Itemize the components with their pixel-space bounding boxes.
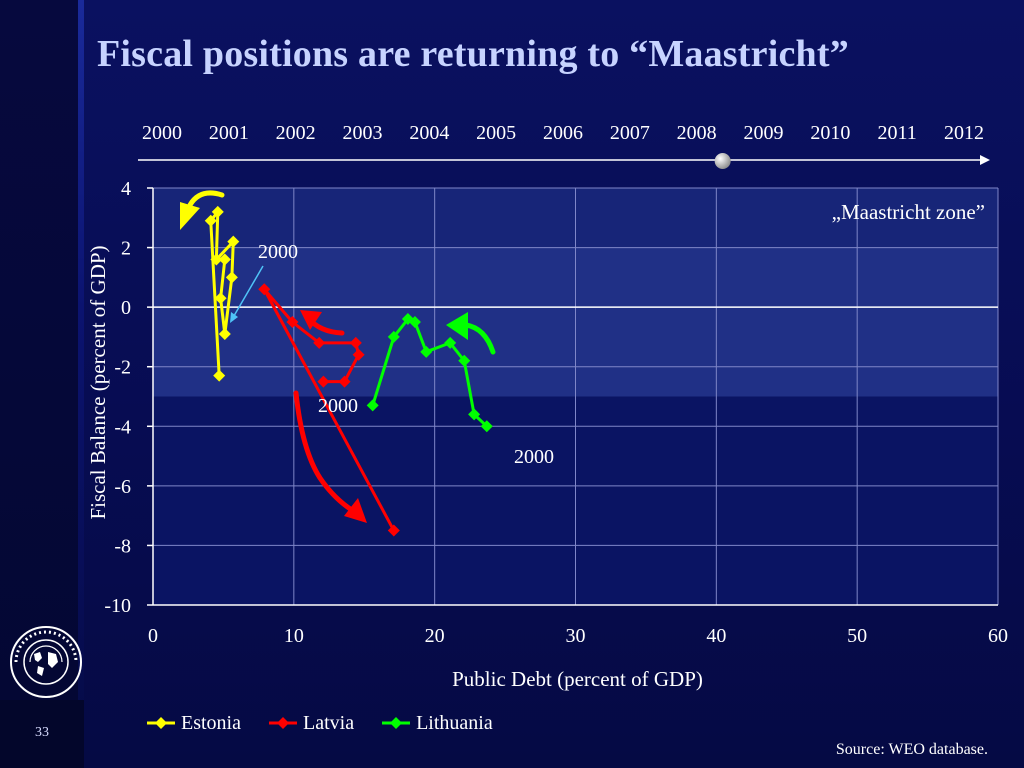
source-note: Source: WEO database. bbox=[835, 741, 988, 758]
y-tick-label: 2 bbox=[121, 238, 131, 260]
slide-title: Fiscal positions are returning to “Maast… bbox=[97, 33, 849, 75]
page-number: 33 bbox=[0, 700, 84, 768]
y-tick-label: -8 bbox=[114, 535, 131, 557]
latvia-down-arrow-icon-head bbox=[344, 498, 367, 523]
y-tick-label: -10 bbox=[104, 595, 131, 617]
legend: Estonia Latvia Lithuania bbox=[145, 710, 493, 736]
timeline-year-label: 2001 bbox=[209, 122, 249, 144]
timeline-year-label: 2010 bbox=[810, 122, 850, 144]
x-tick-label: 40 bbox=[706, 625, 726, 647]
timeline-year-label: 2012 bbox=[944, 122, 984, 144]
imf-logo-icon bbox=[10, 626, 82, 698]
legend-label: Lithuania bbox=[416, 711, 493, 734]
timeline-marker bbox=[714, 153, 731, 169]
lithuania-point bbox=[408, 316, 421, 329]
latvia-point bbox=[258, 283, 271, 296]
latvia-point bbox=[349, 336, 362, 349]
estonia-point bbox=[211, 205, 224, 218]
annotation-leader-head bbox=[230, 312, 238, 323]
estonia-arrow-icon bbox=[187, 190, 225, 208]
lithuania-point bbox=[468, 408, 481, 421]
timeline-year-label: 2007 bbox=[610, 122, 650, 144]
x-tick-label: 30 bbox=[566, 625, 586, 647]
legend-marker bbox=[390, 717, 403, 729]
timeline-year-label: 2009 bbox=[744, 122, 784, 144]
timeline-year-label: 2004 bbox=[409, 122, 449, 144]
x-axis-title: Public Debt (percent of GDP) bbox=[452, 667, 703, 691]
estonia-point bbox=[227, 235, 240, 248]
lithuania-arrow-icon-head bbox=[446, 312, 468, 340]
latvia-point bbox=[286, 316, 299, 329]
y-tick-label: -2 bbox=[114, 357, 131, 379]
legend-marker bbox=[277, 717, 289, 729]
lithuania-point bbox=[366, 399, 379, 412]
legend-swatch bbox=[382, 717, 411, 729]
annotation-2000-latvia: 2000 bbox=[318, 395, 358, 417]
estonia-point bbox=[204, 214, 217, 227]
legend-item-estonia: Estonia bbox=[145, 710, 241, 736]
estonia-arrow-icon-head bbox=[180, 202, 200, 230]
legend-item-latvia: Latvia bbox=[267, 710, 354, 736]
latvia-point bbox=[313, 336, 326, 349]
legend-swatch bbox=[269, 717, 297, 729]
timeline-arrowhead bbox=[980, 155, 990, 165]
lithuania-point bbox=[387, 330, 400, 343]
lithuania-arrow-icon bbox=[463, 322, 496, 355]
legend-label: Estonia bbox=[181, 711, 241, 734]
x-tick-label: 50 bbox=[847, 625, 867, 647]
timeline-year-label: 2002 bbox=[276, 122, 316, 144]
estonia-point bbox=[218, 327, 231, 340]
timeline-year-label: 2006 bbox=[543, 122, 583, 144]
timeline-year-label: 2000 bbox=[142, 122, 182, 144]
timeline-year-label: 2011 bbox=[878, 122, 917, 144]
timeline-year-label: 2008 bbox=[677, 122, 717, 144]
x-tick-label: 0 bbox=[148, 625, 158, 647]
latvia-point bbox=[317, 375, 330, 388]
lithuania-point bbox=[458, 354, 471, 367]
estonia-point bbox=[214, 292, 227, 305]
y-tick-label: 4 bbox=[121, 178, 131, 200]
latvia-arrow-icon-head bbox=[300, 310, 322, 330]
y-tick-label: -6 bbox=[114, 476, 131, 498]
latvia-line bbox=[262, 287, 396, 532]
timeline-year-label: 2005 bbox=[476, 122, 516, 144]
annotation-2000-lithuania: 2000 bbox=[514, 446, 554, 468]
x-tick-label: 60 bbox=[988, 625, 1008, 647]
annotation-2000-estonia: 2000 bbox=[258, 241, 298, 263]
zone-label: „Maastricht zone” bbox=[832, 200, 985, 224]
annotation-leader-line bbox=[230, 265, 264, 322]
latvia-point bbox=[338, 375, 351, 388]
y-tick-label: 0 bbox=[121, 297, 131, 319]
legend-marker bbox=[155, 717, 167, 729]
x-tick-label: 20 bbox=[425, 625, 445, 647]
legend-label: Latvia bbox=[303, 711, 355, 734]
legend-swatch bbox=[147, 717, 175, 729]
y-axis-title: Fiscal Balance (percent of GDP) bbox=[86, 245, 110, 519]
estonia-point bbox=[210, 253, 223, 266]
estonia-point bbox=[225, 271, 238, 284]
lithuania-point bbox=[480, 420, 493, 433]
y-tick-label: -4 bbox=[114, 416, 131, 438]
estonia-point bbox=[218, 253, 231, 266]
latvia-down-arrow-icon bbox=[293, 390, 358, 515]
estonia-point bbox=[213, 369, 226, 382]
x-tick-label: 10 bbox=[284, 625, 304, 647]
lithuania-point bbox=[420, 345, 433, 358]
timeline-year-label: 2003 bbox=[343, 122, 383, 144]
latvia-point bbox=[387, 524, 400, 537]
legend-item-lithuania: Lithuania bbox=[380, 710, 493, 736]
latvia-point bbox=[352, 348, 365, 361]
lithuania-point bbox=[444, 336, 457, 349]
